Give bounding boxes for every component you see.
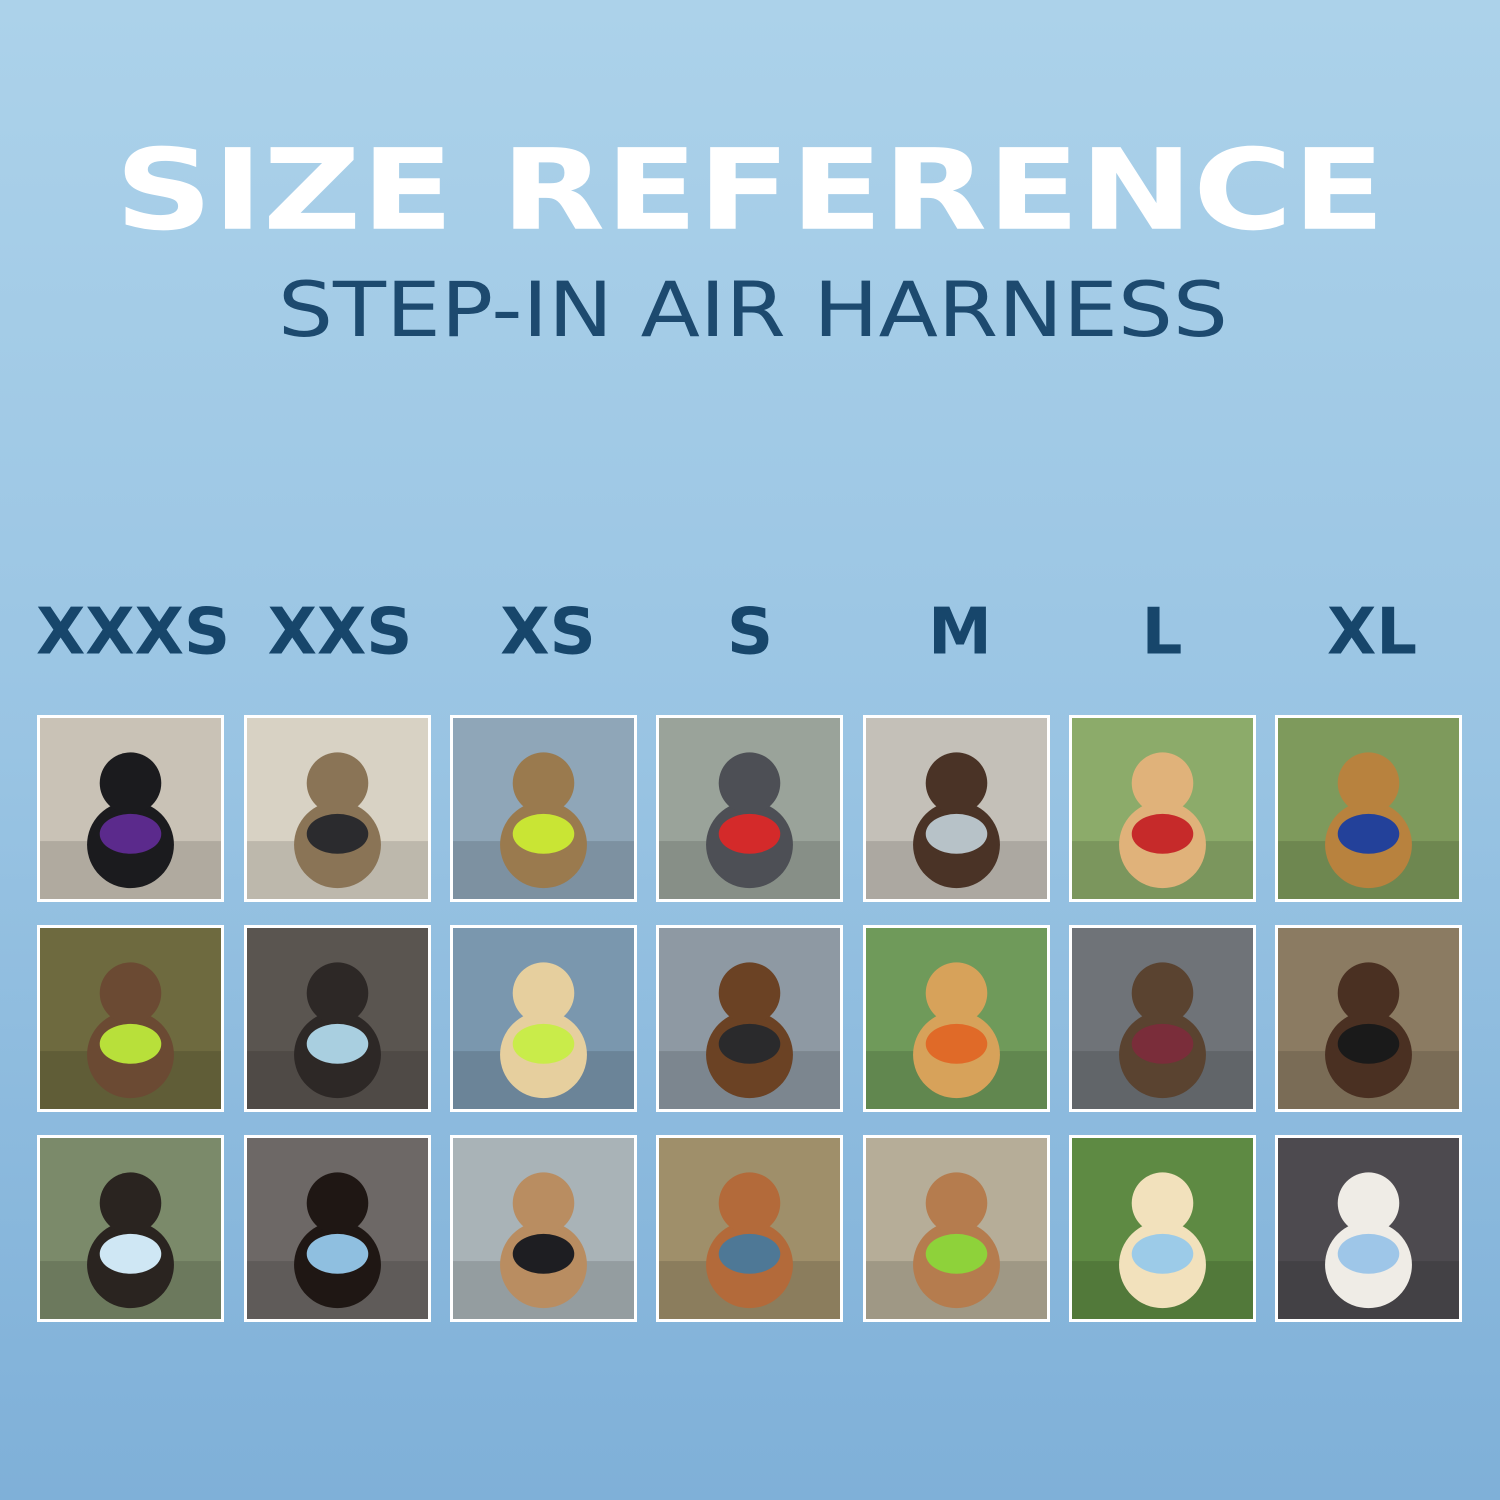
pet-head: [1131, 962, 1194, 1024]
size-label: S: [727, 596, 773, 670]
pet-photo: [450, 925, 637, 1112]
pet-head: [1131, 752, 1194, 814]
pet-photo: [37, 925, 224, 1112]
harness: [925, 1233, 988, 1274]
size-label: XXXS: [36, 596, 230, 670]
harness: [925, 813, 988, 854]
pet-photo: [656, 1135, 843, 1322]
pet-photo: [1069, 1135, 1256, 1322]
size-label: M: [928, 596, 992, 670]
size-label: L: [1142, 596, 1183, 670]
pet-photo: [1275, 715, 1462, 902]
harness: [99, 1023, 162, 1064]
pet-photo: [37, 1135, 224, 1322]
harness: [512, 1023, 575, 1064]
pet-photo: [863, 715, 1050, 902]
harness: [718, 813, 781, 854]
pet-photo: [656, 715, 843, 902]
pet-head: [99, 962, 162, 1024]
pet-photo: [244, 925, 431, 1112]
size-column: S: [656, 596, 843, 1322]
harness: [1131, 1023, 1194, 1064]
harness: [718, 1023, 781, 1064]
size-label: XL: [1327, 596, 1417, 670]
pet-head: [512, 1172, 575, 1234]
harness: [925, 1023, 988, 1064]
size-column: M: [863, 596, 1050, 1322]
harness: [512, 813, 575, 854]
pet-head: [1337, 1172, 1400, 1234]
pet-photo: [656, 925, 843, 1112]
pet-head: [1337, 752, 1400, 814]
pet-photo: [1069, 715, 1256, 902]
pet-head: [718, 962, 781, 1024]
size-columns: XXXS XXS XS S M L XL: [36, 596, 1462, 1322]
harness: [1131, 1233, 1194, 1274]
subtitle: STEP-IN AIR HARNESS: [278, 265, 1228, 354]
pet-photo: [450, 1135, 637, 1322]
harness: [1337, 813, 1400, 854]
pet-head: [925, 1172, 988, 1234]
harness: [1337, 1023, 1400, 1064]
pet-photo: [863, 1135, 1050, 1322]
harness: [1131, 813, 1194, 854]
size-column: L: [1069, 596, 1256, 1322]
pet-head: [718, 1172, 781, 1234]
harness: [99, 1233, 162, 1274]
pet-head: [512, 962, 575, 1024]
pet-photo: [244, 715, 431, 902]
harness: [306, 813, 369, 854]
pet-photo: [1275, 1135, 1462, 1322]
harness: [99, 813, 162, 854]
pet-photo: [1275, 925, 1462, 1112]
size-label: XXS: [268, 596, 413, 670]
pet-head: [925, 752, 988, 814]
size-column: XXS: [244, 596, 431, 1322]
harness: [718, 1233, 781, 1274]
pet-head: [1337, 962, 1400, 1024]
pet-head: [99, 1172, 162, 1234]
pet-photo: [37, 715, 224, 902]
pet-head: [718, 752, 781, 814]
size-column: XL: [1275, 596, 1462, 1322]
pet-head: [306, 752, 369, 814]
pet-head: [99, 752, 162, 814]
pet-head: [306, 962, 369, 1024]
pet-head: [925, 962, 988, 1024]
harness: [306, 1233, 369, 1274]
harness: [306, 1023, 369, 1064]
size-column: XXXS: [36, 596, 230, 1322]
pet-head: [512, 752, 575, 814]
size-label: XS: [500, 596, 595, 670]
pet-photo: [863, 925, 1050, 1112]
title: SIZE REFERENCE: [115, 126, 1385, 256]
pet-photo: [244, 1135, 431, 1322]
pet-head: [306, 1172, 369, 1234]
harness: [512, 1233, 575, 1274]
pet-photo: [1069, 925, 1256, 1112]
harness: [1337, 1233, 1400, 1274]
pet-head: [1131, 1172, 1194, 1234]
pet-photo: [450, 715, 637, 902]
size-column: XS: [450, 596, 637, 1322]
